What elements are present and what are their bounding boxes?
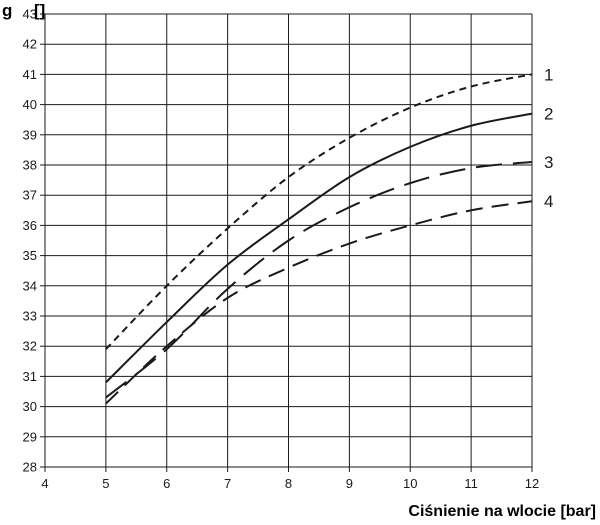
series-label-4: 4 <box>544 192 553 211</box>
y-tick-label: 33 <box>23 309 37 324</box>
chart-ticks: 4 5 6 7 8 9 10 11 12 28 29 30 31 32 33 34 35 36 37 38 39 40 41… <box>23 7 540 492</box>
series-labels: 1 2 3 4 <box>544 65 553 211</box>
series-label-2: 2 <box>544 105 553 124</box>
y-tick-label: 34 <box>23 278 37 293</box>
x-tick-label: 12 <box>525 476 539 491</box>
x-tick-label: 11 <box>464 476 478 491</box>
x-tick-label: 10 <box>403 476 417 491</box>
x-axis-label: Ciśnienie na wlocie [bar] <box>408 503 596 520</box>
x-tick-label: 4 <box>41 476 48 491</box>
chart-series <box>105 73 533 405</box>
y-tick-label: 42 <box>23 37 37 52</box>
series-line-4 <box>105 200 533 405</box>
series-line-2 <box>105 112 533 384</box>
y-tick-label: 35 <box>23 248 37 263</box>
chart-title-fragment: g <box>2 1 12 20</box>
y-tick-label: 38 <box>23 158 37 173</box>
x-tick-label: 7 <box>224 476 231 491</box>
chart-grid <box>40 13 533 472</box>
series-label-3: 3 <box>544 153 553 172</box>
series-line-1 <box>105 73 533 350</box>
x-tick-label: 5 <box>102 476 109 491</box>
series-label-1: 1 <box>544 65 553 84</box>
y-tick-label: 29 <box>23 429 37 444</box>
y-tick-label: 40 <box>23 97 37 112</box>
y-tick-label: 36 <box>23 218 37 233</box>
x-tick-label: 6 <box>163 476 170 491</box>
series-line-3 <box>105 160 533 399</box>
x-tick-label: 9 <box>346 476 353 491</box>
y-tick-label: 43 <box>23 7 37 22</box>
chart-title-bracket: [] <box>34 1 45 20</box>
y-tick-label: 32 <box>23 339 37 354</box>
y-tick-label: 41 <box>23 67 37 82</box>
y-tick-label: 28 <box>23 460 37 475</box>
y-tick-label: 30 <box>23 399 37 414</box>
y-tick-label: 37 <box>23 188 37 203</box>
x-tick-label: 8 <box>285 476 292 491</box>
y-tick-label: 31 <box>23 369 37 384</box>
y-tick-label: 39 <box>23 127 37 142</box>
